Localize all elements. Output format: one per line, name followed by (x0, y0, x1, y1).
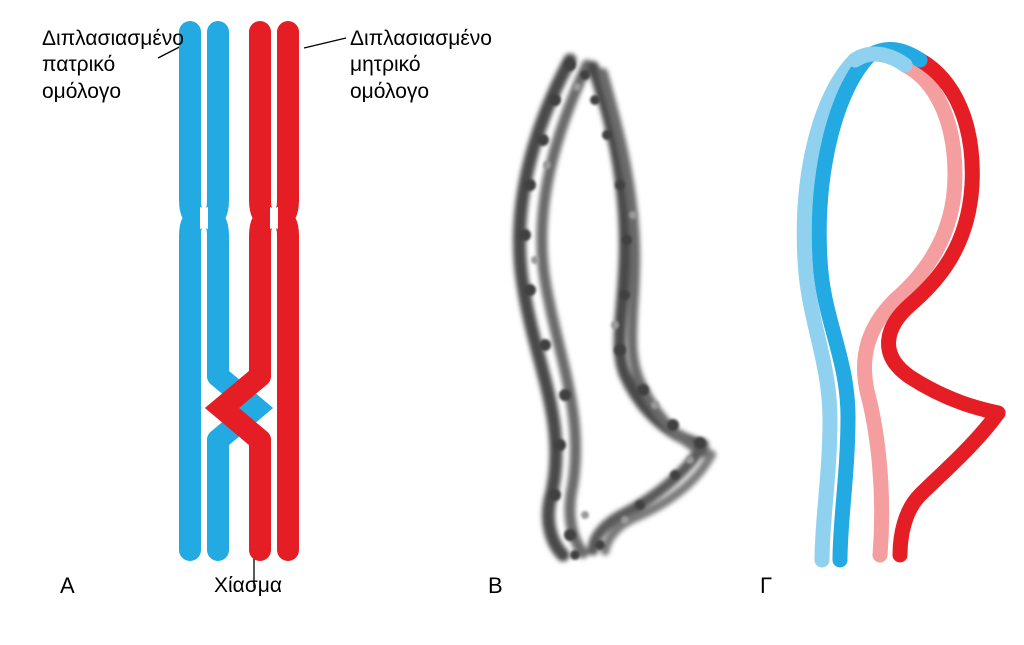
red-inner-upper (260, 32, 270, 376)
panel-a-letter: Α (60, 573, 75, 599)
blue-inner-upper (208, 32, 218, 376)
strand-red-lower (900, 413, 998, 555)
micrograph-group (520, 60, 711, 555)
panel-c-svg (760, 25, 1010, 585)
top-lblue-hook (855, 54, 905, 65)
red-outer-chromatid (278, 32, 288, 550)
panel-b-letter: Β (488, 573, 503, 599)
panel-c-strands (804, 50, 998, 560)
label-paternal: Διπλασιασμένο πατρικό ομόλογο (42, 26, 184, 105)
panel-c-letter: Γ (760, 573, 772, 599)
blue-outer-chromatid (190, 32, 200, 550)
panel-a-chromosomes (190, 32, 288, 550)
diagram-stage: Διπλασιασμένο πατρικό ομόλογο Διπλασιασμ… (0, 0, 1024, 645)
label-maternal: Διπλασιασμένο μητρικό ομόλογο (350, 26, 492, 105)
label-chiasma: Χίασμα (214, 573, 282, 599)
panel-b-svg (475, 45, 735, 575)
